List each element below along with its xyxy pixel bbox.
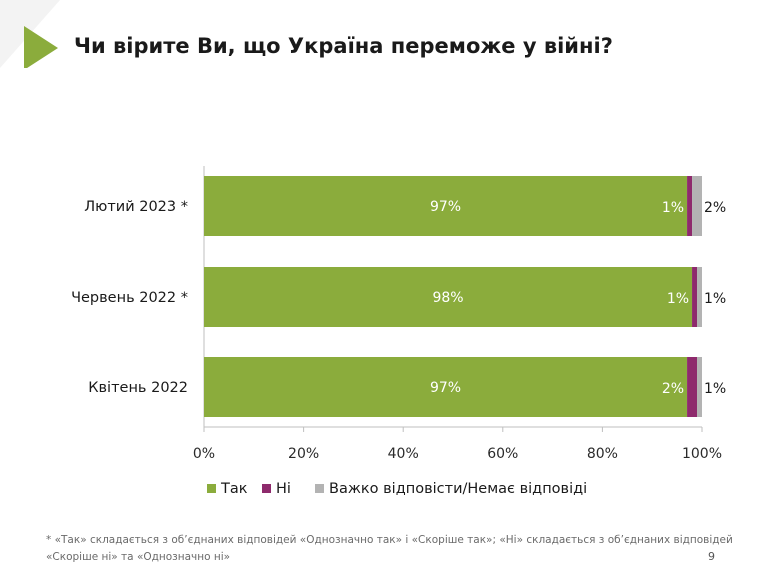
bar-segment-hard-to-say — [692, 176, 702, 236]
legend-swatch — [315, 484, 324, 493]
bar-segment-hard-to-say — [697, 267, 702, 327]
data-label-no: 1% — [667, 291, 689, 307]
legend-swatch — [262, 484, 271, 493]
bar-segment-no — [687, 357, 698, 417]
data-label-yes: 98% — [432, 290, 463, 306]
data-label-no: 1% — [662, 200, 684, 216]
category-label: Квітень 2022 — [88, 380, 188, 396]
data-label-hard-to-say: 1% — [704, 291, 726, 307]
bar-segment-yes — [204, 176, 688, 236]
x-tick-label: 60% — [487, 446, 518, 462]
x-tick-label: 0% — [193, 446, 215, 462]
x-tick-label: 80% — [587, 446, 618, 462]
corner-triangle-icon — [0, 0, 60, 68]
category-label: Лютий 2023 * — [84, 199, 188, 215]
bar-segment-no — [692, 267, 698, 327]
category-label: Червень 2022 * — [71, 290, 188, 306]
legend-label: Так — [220, 481, 248, 497]
page-number: 9 — [708, 550, 715, 563]
bar-segment-yes — [204, 357, 688, 417]
stacked-bar-chart: 0% 20% 40% 60% 80% 100% Лютий 2023 * 97% 1% 2% Чер… — [71, 166, 726, 497]
x-tick-label: 20% — [288, 446, 319, 462]
data-label-no: 2% — [662, 381, 684, 397]
data-label-yes: 97% — [430, 199, 461, 215]
data-label-hard-to-say: 1% — [704, 381, 726, 397]
x-tick-label: 100% — [682, 446, 722, 462]
legend-swatch — [207, 484, 216, 493]
legend-label: Важко відповісти/Немає відповіді — [329, 481, 587, 497]
bar-segment-hard-to-say — [697, 357, 702, 417]
page-title: Чи вірите Ви, що Україна переможе у війн… — [74, 34, 613, 58]
footnote: * «Так» складається з об’єднаних відпові… — [46, 534, 733, 563]
legend-label: Ні — [276, 481, 291, 497]
data-label-yes: 97% — [430, 380, 461, 396]
x-tick-label: 40% — [388, 446, 419, 462]
bar-segment-yes — [204, 267, 693, 327]
data-label-hard-to-say: 2% — [704, 200, 726, 216]
bar-segment-no — [687, 176, 693, 236]
